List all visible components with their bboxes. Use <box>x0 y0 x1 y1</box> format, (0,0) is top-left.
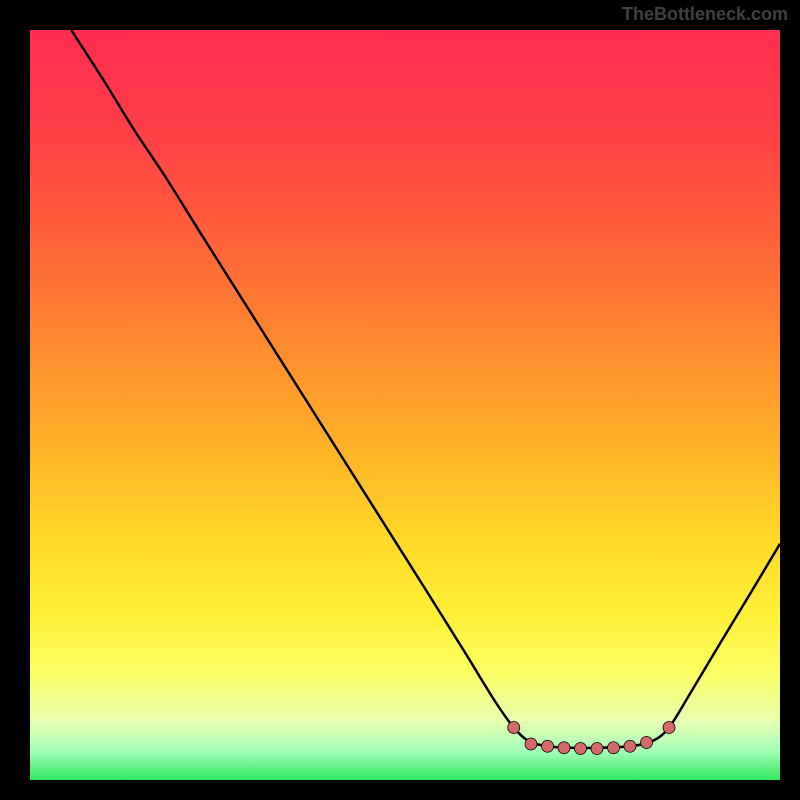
valley-marker <box>542 740 554 752</box>
valley-marker <box>591 743 603 755</box>
plot-area <box>30 30 780 780</box>
valley-marker <box>508 722 520 734</box>
valley-marker <box>641 737 653 749</box>
valley-marker <box>575 743 587 755</box>
valley-marker <box>608 742 620 754</box>
valley-marker <box>558 742 570 754</box>
bottleneck-curve <box>30 30 780 780</box>
valley-marker <box>624 740 636 752</box>
valley-marker <box>663 722 675 734</box>
watermark-label: TheBottleneck.com <box>622 4 788 25</box>
valley-marker <box>525 738 537 750</box>
